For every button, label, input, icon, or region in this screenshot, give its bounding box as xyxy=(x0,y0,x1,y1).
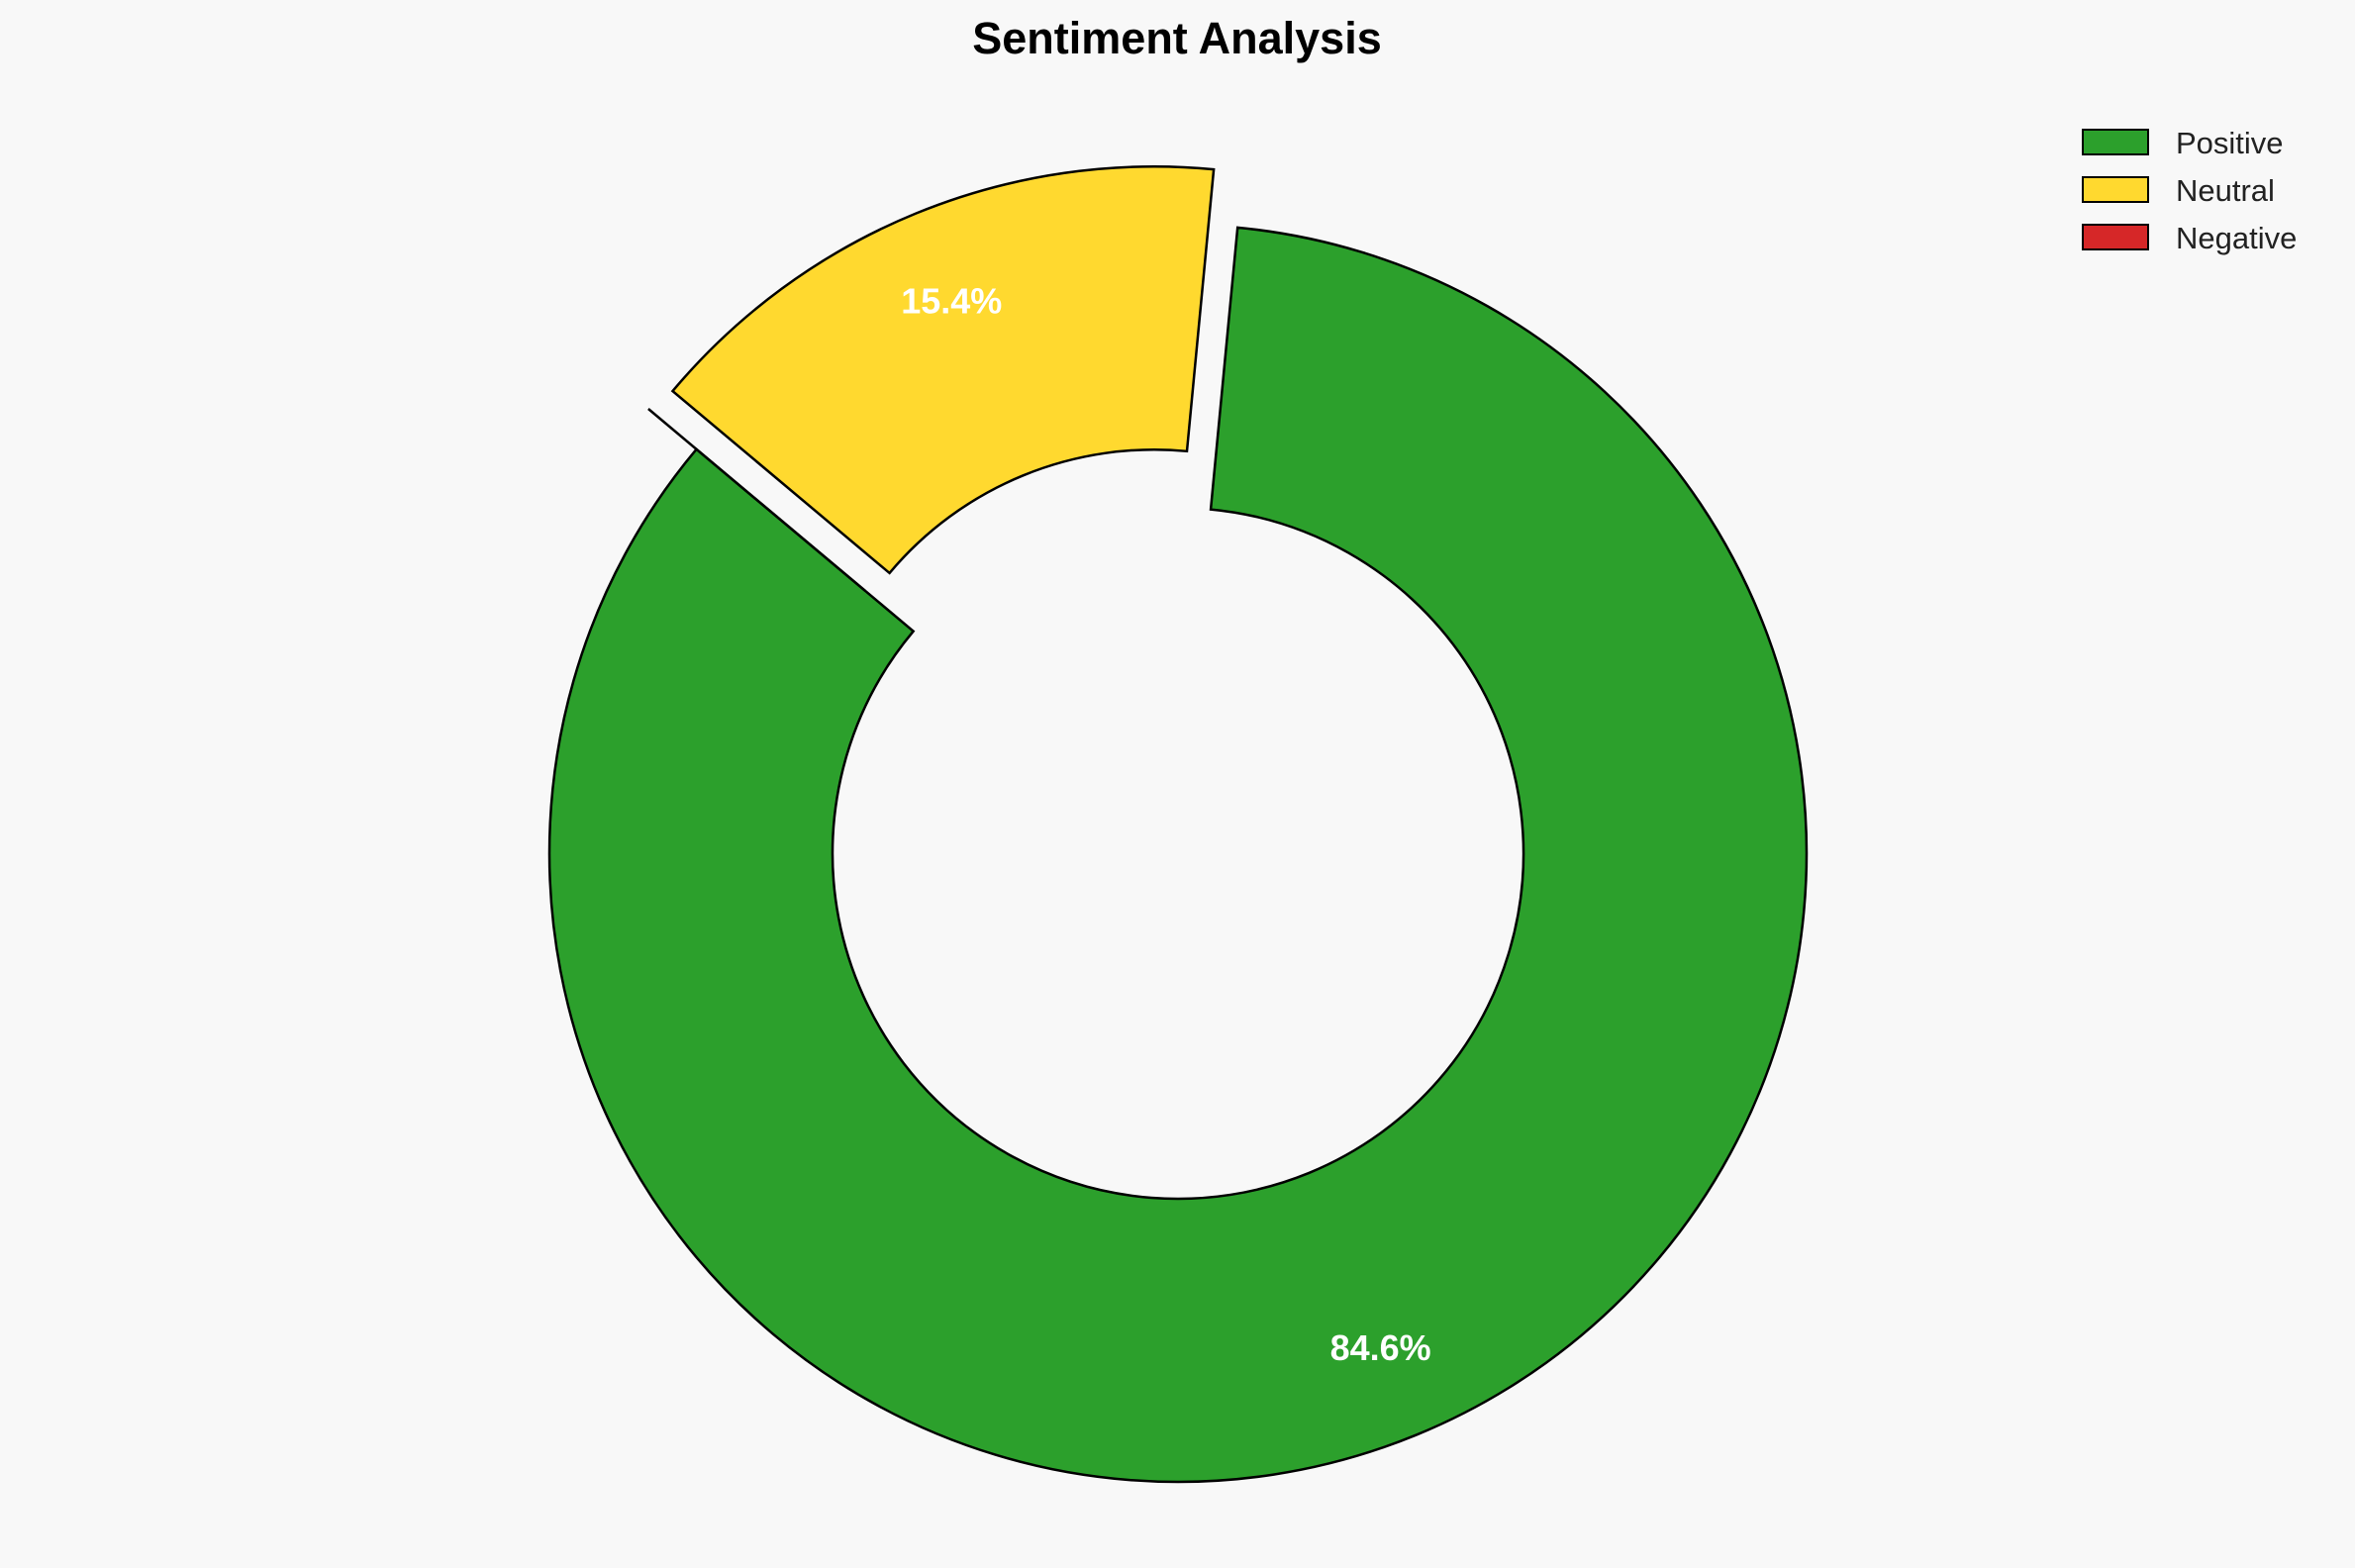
slice-positive xyxy=(547,226,1809,1484)
legend-item-positive: Positive xyxy=(2082,126,2284,160)
slice-neutral xyxy=(670,164,1216,575)
donut-slices xyxy=(547,164,1809,1484)
legend-swatch-neutral xyxy=(2082,176,2149,203)
chart-title: Sentiment Analysis xyxy=(972,13,1381,63)
legend-label-positive: Positive xyxy=(2176,126,2284,160)
legend-swatch-negative xyxy=(2082,224,2149,250)
legend: Positive Neutral Negative xyxy=(2082,126,2297,255)
legend-label-neutral: Neutral xyxy=(2176,173,2275,208)
legend-label-negative: Negative xyxy=(2176,221,2297,255)
slice-labels: 84.6% 15.4% xyxy=(901,280,1430,1368)
legend-item-negative: Negative xyxy=(2082,221,2297,255)
slice-label-positive: 84.6% xyxy=(1330,1327,1431,1368)
slice-label-neutral: 15.4% xyxy=(901,280,1002,321)
legend-item-neutral: Neutral xyxy=(2082,173,2275,208)
legend-swatch-positive xyxy=(2082,129,2149,155)
slice-negative xyxy=(647,408,866,592)
